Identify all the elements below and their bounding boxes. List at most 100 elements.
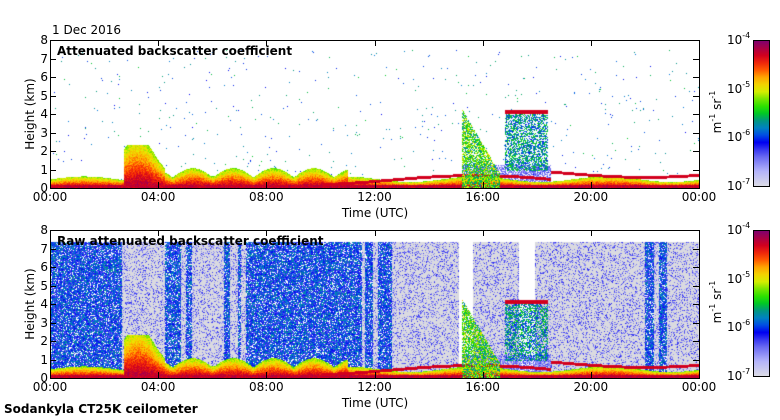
plot-title: Attenuated backscatter coefficient: [57, 44, 293, 58]
x-tick-label: 12:00: [357, 380, 392, 394]
y-tick-label: 7: [40, 241, 48, 256]
y-tick-label: 3: [40, 315, 48, 330]
x-tick-mark: [375, 40, 376, 46]
colorbar: [753, 40, 770, 187]
x-tick-mark: [50, 372, 51, 378]
x-tick-label: 20:00: [573, 190, 609, 204]
x-tick-mark: [50, 182, 51, 188]
instrument-label: Sodankyla CT25K ceilometer: [4, 402, 198, 416]
x-tick-label: 00:00: [32, 380, 68, 394]
colorbar-tick-label: 10-4: [727, 221, 751, 237]
x-tick-mark: [158, 40, 159, 46]
y-tick-mark: [50, 378, 56, 379]
colorbar-tick-label: 10-7: [727, 367, 751, 383]
x-tick-mark: [591, 40, 592, 46]
y-tick-mark: [693, 304, 699, 305]
x-tick-mark: [375, 182, 376, 188]
y-tick-mark: [50, 230, 56, 231]
x-tick-label: 00:00: [681, 190, 717, 204]
heatmap-attenuated: [51, 41, 699, 188]
x-tick-mark: [158, 372, 159, 378]
x-tick-mark: [591, 230, 592, 236]
x-tick-label: 20:00: [573, 380, 609, 394]
y-tick-mark: [693, 341, 699, 342]
x-tick-mark: [50, 40, 51, 46]
y-tick-mark: [693, 188, 699, 189]
x-tick-mark: [266, 230, 267, 236]
colorbar-unit-label: m-1 sr-1: [708, 90, 724, 133]
heatmap-raw: [51, 231, 699, 378]
y-tick-mark: [50, 188, 56, 189]
x-tick-mark: [266, 40, 267, 46]
x-tick-label: 08:00: [249, 190, 284, 204]
colorbar-tick-label: 10-6: [727, 318, 751, 335]
y-tick-label: 5: [40, 88, 48, 103]
plot-attenuated: Attenuated backscatter coefficient: [50, 40, 700, 189]
x-axis-label: Time (UTC): [341, 206, 409, 220]
y-tick-label: 0: [40, 181, 48, 195]
x-tick-mark: [591, 372, 592, 378]
x-tick-label: 00:00: [32, 190, 68, 204]
x-tick-mark: [158, 230, 159, 236]
colorbar-tick-label: 10-5: [727, 269, 751, 286]
y-tick-mark: [693, 360, 699, 361]
x-tick-label: 12:00: [357, 190, 392, 204]
y-tick-mark: [693, 40, 699, 41]
x-tick-label: 08:00: [249, 380, 284, 394]
y-tick-label: 7: [40, 51, 48, 66]
y-tick-label: 0: [40, 371, 48, 385]
y-tick-mark: [693, 133, 699, 134]
y-tick-mark: [693, 59, 699, 60]
y-axis-label: Height (km): [23, 77, 37, 150]
x-tick-mark: [699, 40, 700, 46]
y-tick-mark: [50, 323, 56, 324]
y-tick-mark: [50, 77, 56, 78]
x-tick-mark: [699, 372, 700, 378]
x-tick-label: 04:00: [140, 190, 176, 204]
y-tick-mark: [50, 40, 56, 41]
x-tick-mark: [266, 182, 267, 188]
y-axis-label: Height (km): [23, 267, 37, 340]
x-tick-mark: [699, 230, 700, 236]
y-tick-label: 1: [40, 352, 48, 367]
y-tick-mark: [693, 249, 699, 250]
y-tick-mark: [693, 230, 699, 231]
y-tick-mark: [50, 170, 56, 171]
y-tick-label: 8: [40, 33, 48, 47]
y-tick-label: 3: [40, 125, 48, 140]
y-tick-mark: [693, 151, 699, 152]
x-tick-mark: [50, 230, 51, 236]
y-tick-mark: [50, 59, 56, 60]
x-tick-mark: [483, 372, 484, 378]
x-tick-label: 00:00: [681, 380, 717, 394]
y-tick-mark: [693, 323, 699, 324]
y-tick-mark: [50, 249, 56, 250]
x-tick-mark: [483, 182, 484, 188]
x-tick-mark: [375, 372, 376, 378]
y-tick-mark: [50, 151, 56, 152]
y-tick-mark: [50, 304, 56, 305]
colorbar-tick-label: 10-4: [727, 31, 751, 47]
x-tick-label: 04:00: [140, 380, 176, 394]
y-tick-mark: [693, 114, 699, 115]
y-tick-mark: [693, 170, 699, 171]
plot-raw: Raw attenuated backscatter coefficient: [50, 230, 700, 379]
x-tick-mark: [158, 182, 159, 188]
y-tick-mark: [50, 267, 56, 268]
y-tick-mark: [50, 286, 56, 287]
x-tick-mark: [483, 40, 484, 46]
y-tick-mark: [693, 96, 699, 97]
y-tick-label: 1: [40, 162, 48, 177]
x-axis-label: Time (UTC): [341, 396, 409, 410]
y-tick-label: 4: [40, 107, 48, 121]
x-tick-mark: [483, 230, 484, 236]
y-tick-mark: [693, 378, 699, 379]
x-tick-mark: [266, 372, 267, 378]
y-tick-label: 5: [40, 278, 48, 293]
x-tick-mark: [591, 182, 592, 188]
colorbar-tick-label: 10-6: [727, 128, 751, 145]
x-tick-label: 16:00: [465, 190, 500, 204]
y-tick-mark: [50, 360, 56, 361]
colorbar: [753, 230, 770, 377]
colorbar-tick-label: 10-5: [727, 79, 751, 96]
